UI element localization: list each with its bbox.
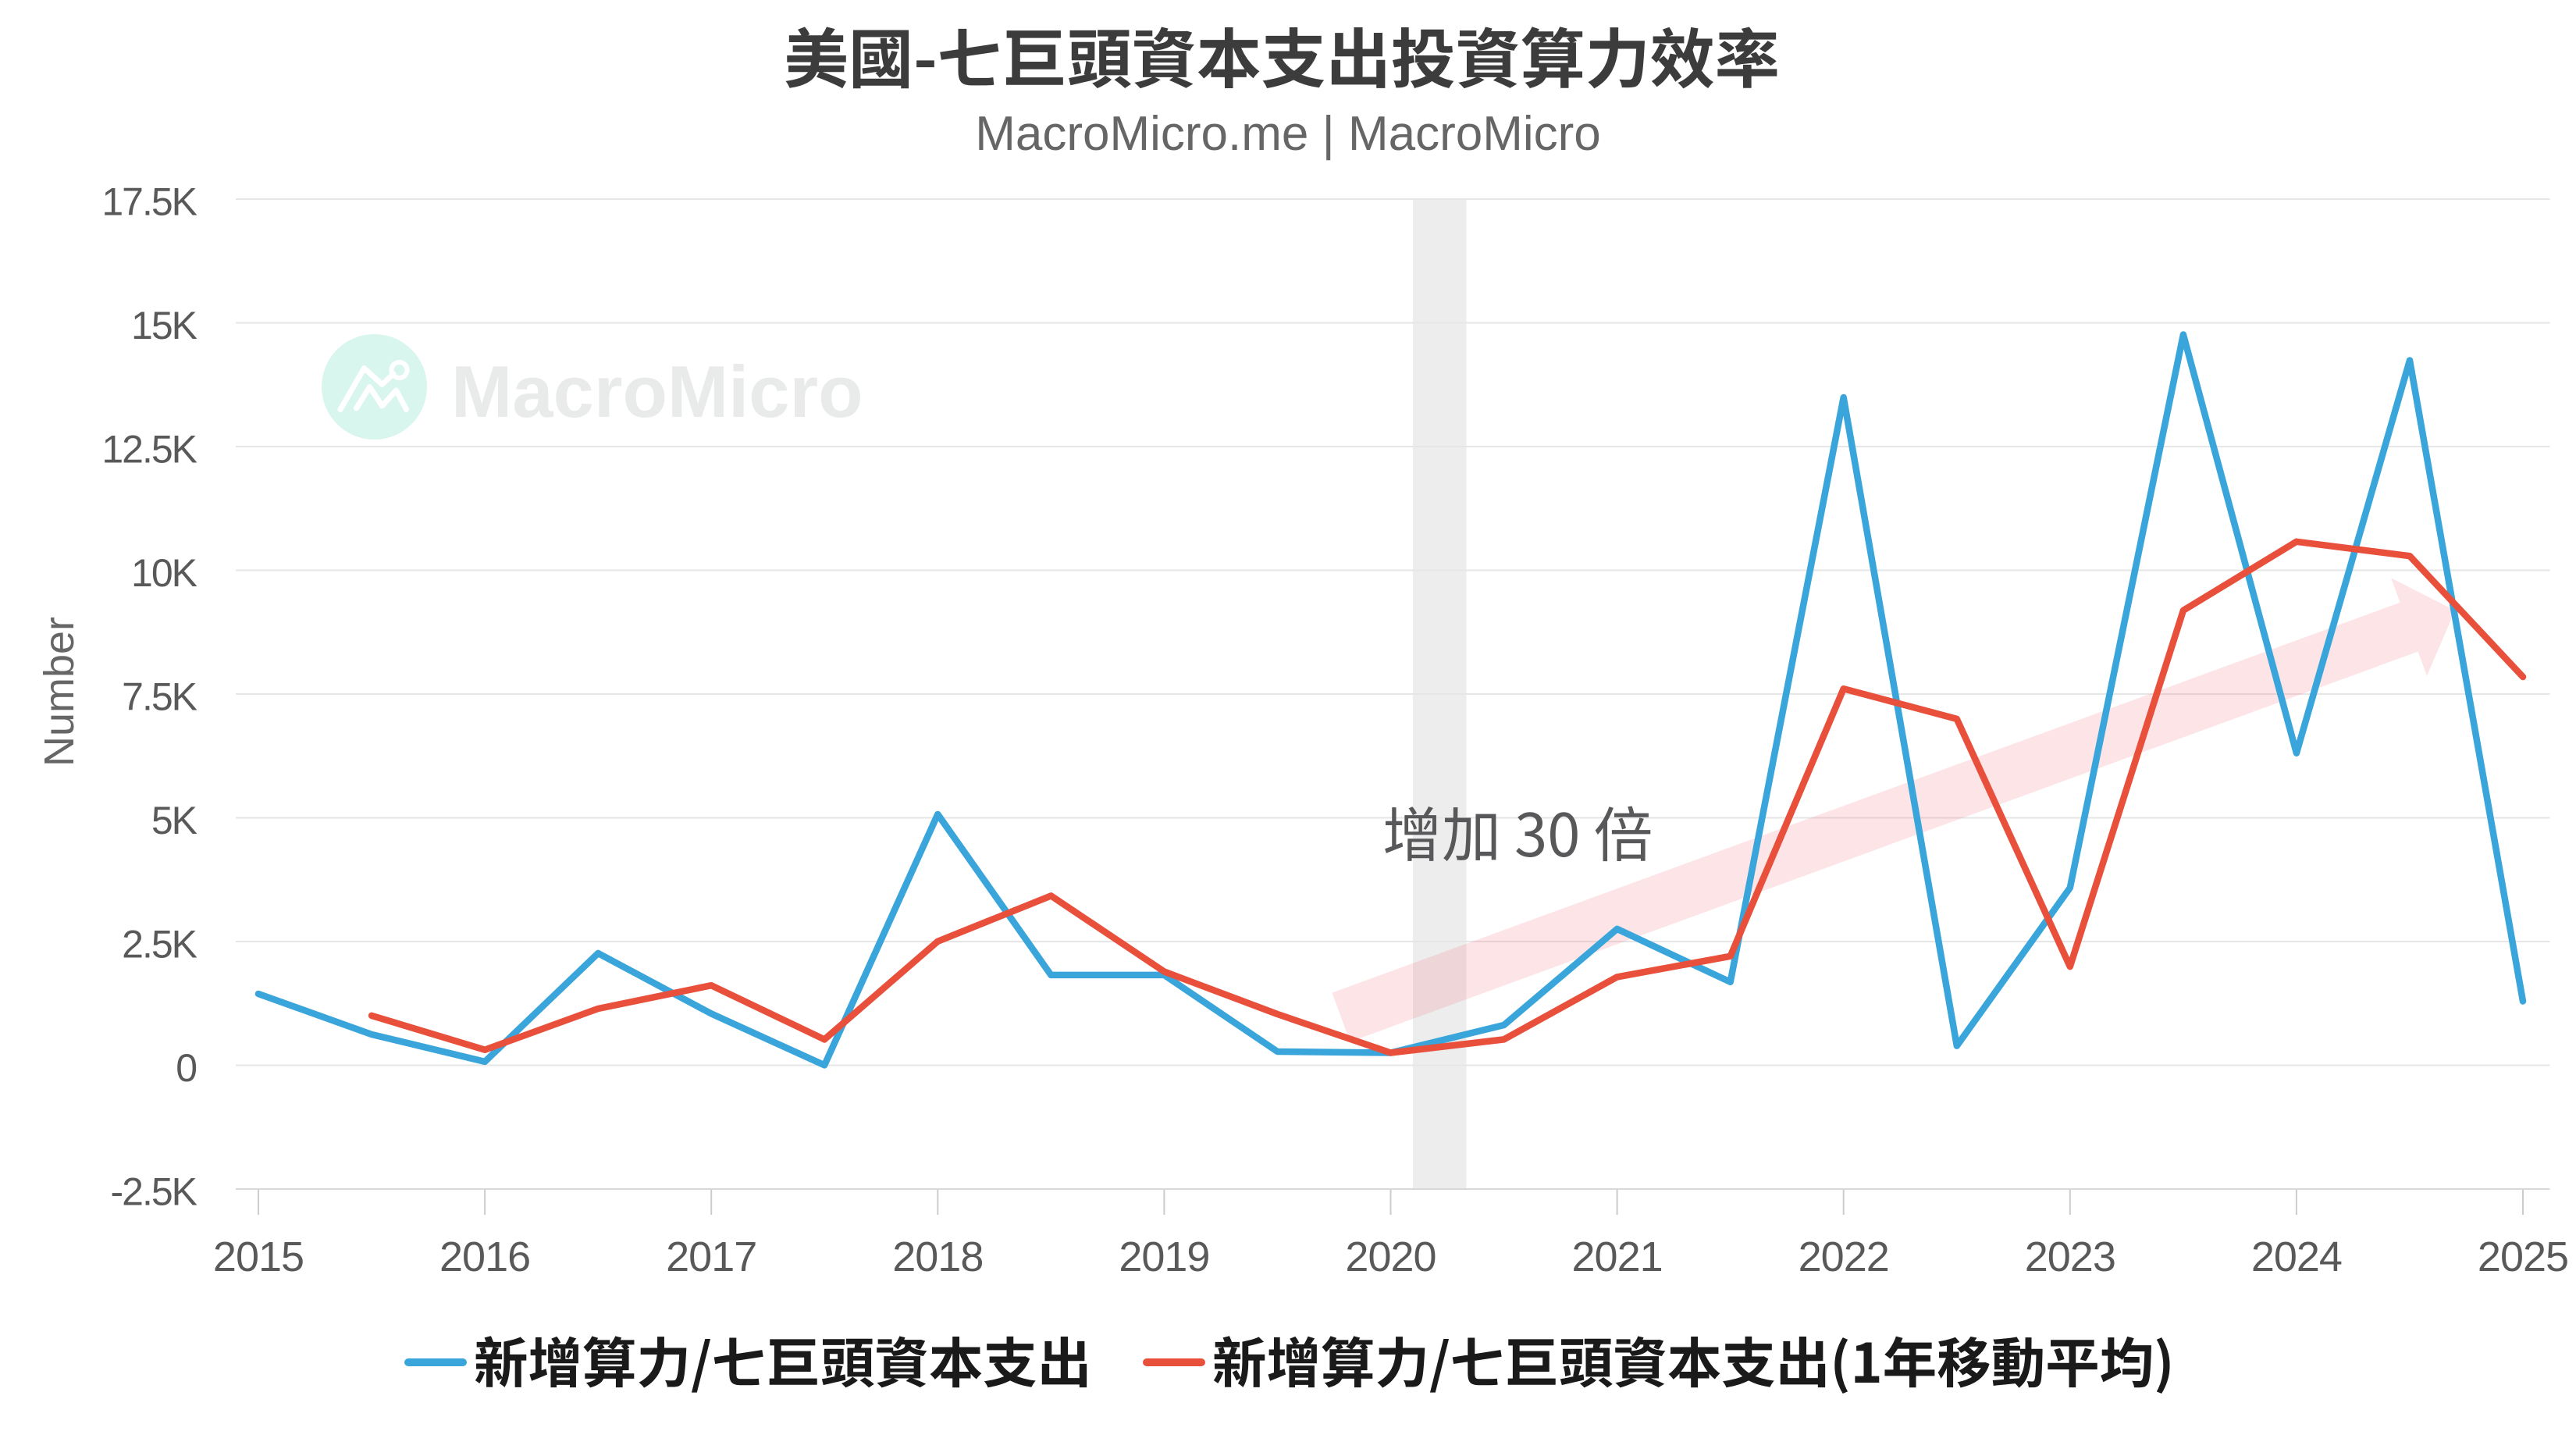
svg-text:5K: 5K [151, 799, 197, 842]
svg-text:2018: 2018 [892, 1234, 983, 1280]
svg-text:12.5K: 12.5K [101, 428, 197, 472]
svg-text:2024: 2024 [2251, 1234, 2342, 1280]
svg-text:0: 0 [176, 1046, 196, 1090]
svg-text:MacroMicro: MacroMicro [451, 351, 863, 433]
svg-text:MacroMicro.me | MacroMicro: MacroMicro.me | MacroMicro [975, 107, 1601, 161]
svg-text:2020: 2020 [1345, 1234, 1436, 1280]
svg-text:2.5K: 2.5K [122, 923, 197, 967]
svg-text:2025: 2025 [2478, 1234, 2568, 1280]
svg-text:10K: 10K [131, 551, 197, 595]
svg-text:15K: 15K [131, 304, 197, 347]
svg-text:7.5K: 7.5K [122, 675, 197, 719]
svg-text:-2.5K: -2.5K [110, 1170, 197, 1214]
svg-text:2021: 2021 [1572, 1234, 1663, 1280]
svg-text:2023: 2023 [2025, 1234, 2115, 1280]
svg-text:2019: 2019 [1119, 1234, 1209, 1280]
svg-text:2017: 2017 [666, 1234, 756, 1280]
svg-text:Number: Number [36, 617, 83, 767]
svg-text:2016: 2016 [439, 1234, 530, 1280]
svg-text:2022: 2022 [1799, 1234, 1889, 1280]
svg-text:2015: 2015 [213, 1234, 304, 1280]
svg-text:17.5K: 17.5K [101, 180, 197, 224]
